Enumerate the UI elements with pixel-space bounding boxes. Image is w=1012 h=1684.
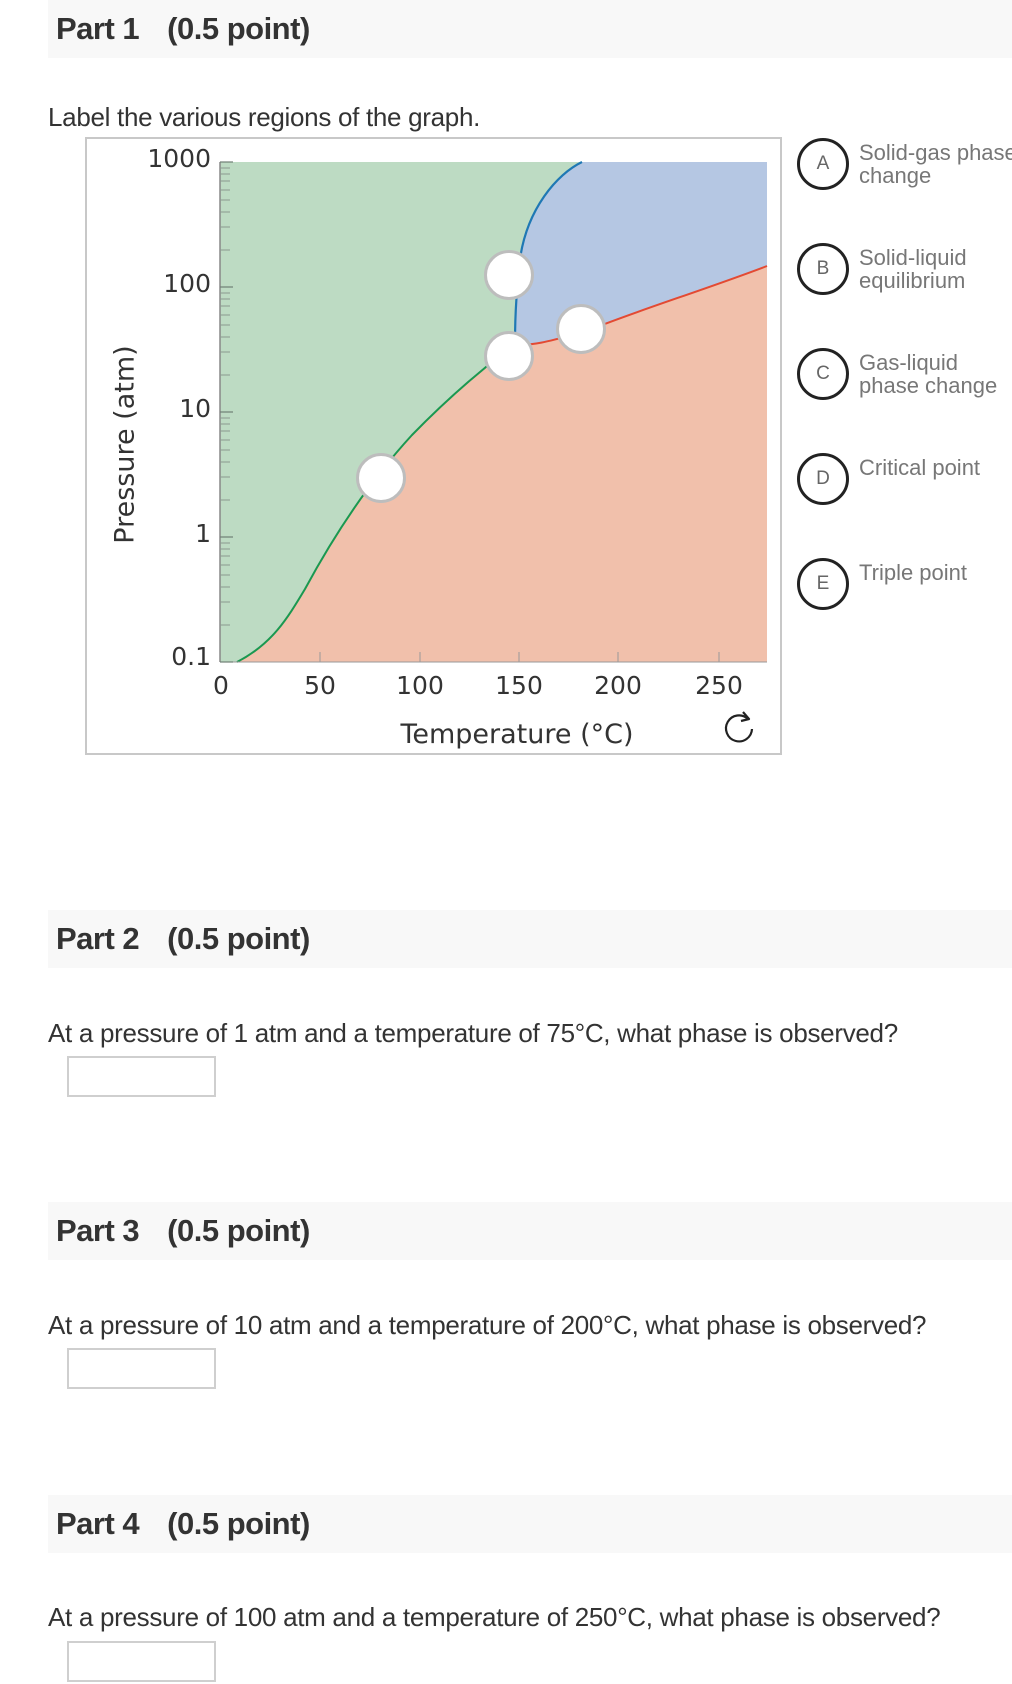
option-a-badge: A <box>797 138 849 190</box>
option-e[interactable]: E Triple point <box>797 558 1012 610</box>
part-3-prompt: At a pressure of 10 atm and a temperatur… <box>48 1310 927 1340</box>
part-1-points: (0.5 point) <box>167 11 310 46</box>
option-d[interactable]: D Critical point <box>797 453 1012 505</box>
part-2-prompt: At a pressure of 1 atm and a temperature… <box>48 1018 898 1048</box>
part-3-header: Part 3 (0.5 point) <box>48 1202 1012 1260</box>
label-drop-target-sublimation[interactable] <box>356 453 406 503</box>
option-b-label: Solid-liquid equilibrium <box>859 245 967 293</box>
part-2-title: Part 2 <box>56 921 140 956</box>
option-c-label: Gas-liquid phase change <box>859 350 998 398</box>
x-tick-100: 100 <box>396 671 444 700</box>
y-axis-title: Pressure (atm) <box>109 345 141 544</box>
x-axis-title: Temperature (°C) <box>400 719 634 750</box>
y-tick-100: 100 <box>163 269 211 298</box>
part-1-header: Part 1 (0.5 point) <box>48 0 1012 58</box>
part-4-prompt: At a pressure of 100 atm and a temperatu… <box>48 1602 941 1632</box>
part-1-title: Part 1 <box>56 11 140 46</box>
part-3-answer-input[interactable] <box>67 1348 216 1389</box>
y-tick-1000: 1000 <box>147 144 211 173</box>
part-3-points: (0.5 point) <box>167 1213 310 1248</box>
label-drop-target-vaporization[interactable] <box>556 304 606 354</box>
option-e-label: Triple point <box>859 560 968 585</box>
x-tick-150: 150 <box>495 671 543 700</box>
label-drop-target-triple-point[interactable] <box>484 331 534 381</box>
part-4-points: (0.5 point) <box>167 1506 310 1541</box>
option-a[interactable]: A Solid-gas phase change <box>797 138 1012 190</box>
label-drop-target-fusion[interactable] <box>484 250 534 300</box>
phase-diagram-plot <box>219 161 768 663</box>
part-4-header: Part 4 (0.5 point) <box>48 1495 1012 1553</box>
part-2-answer-input[interactable] <box>67 1056 216 1097</box>
part-2-points: (0.5 point) <box>167 921 310 956</box>
part-4-title: Part 4 <box>56 1506 140 1541</box>
x-tick-50: 50 <box>304 671 336 700</box>
part-3-title: Part 3 <box>56 1213 140 1248</box>
option-c-badge: C <box>797 348 849 400</box>
y-tick-0-1: 0.1 <box>171 642 211 671</box>
y-tick-10: 10 <box>179 394 211 423</box>
option-b-badge: B <box>797 243 849 295</box>
option-e-badge: E <box>797 558 849 610</box>
option-a-label: Solid-gas phase change <box>859 140 1012 188</box>
part-1-prompt: Label the various regions of the graph. <box>48 102 481 132</box>
phase-diagram: 1000 100 10 1 0.1 0 50 100 150 200 250 T… <box>85 137 782 755</box>
part-4-answer-input[interactable] <box>67 1641 216 1682</box>
option-b[interactable]: B Solid-liquid equilibrium <box>797 243 1012 295</box>
option-d-badge: D <box>797 453 849 505</box>
x-tick-200: 200 <box>594 671 642 700</box>
x-tick-250: 250 <box>695 671 743 700</box>
option-d-label: Critical point <box>859 455 981 480</box>
y-tick-1: 1 <box>195 519 211 548</box>
part-2-header: Part 2 (0.5 point) <box>48 910 1012 968</box>
reset-arrow-icon[interactable] <box>719 707 759 747</box>
x-tick-0: 0 <box>213 671 229 700</box>
option-c[interactable]: C Gas-liquid phase change <box>797 348 1012 400</box>
